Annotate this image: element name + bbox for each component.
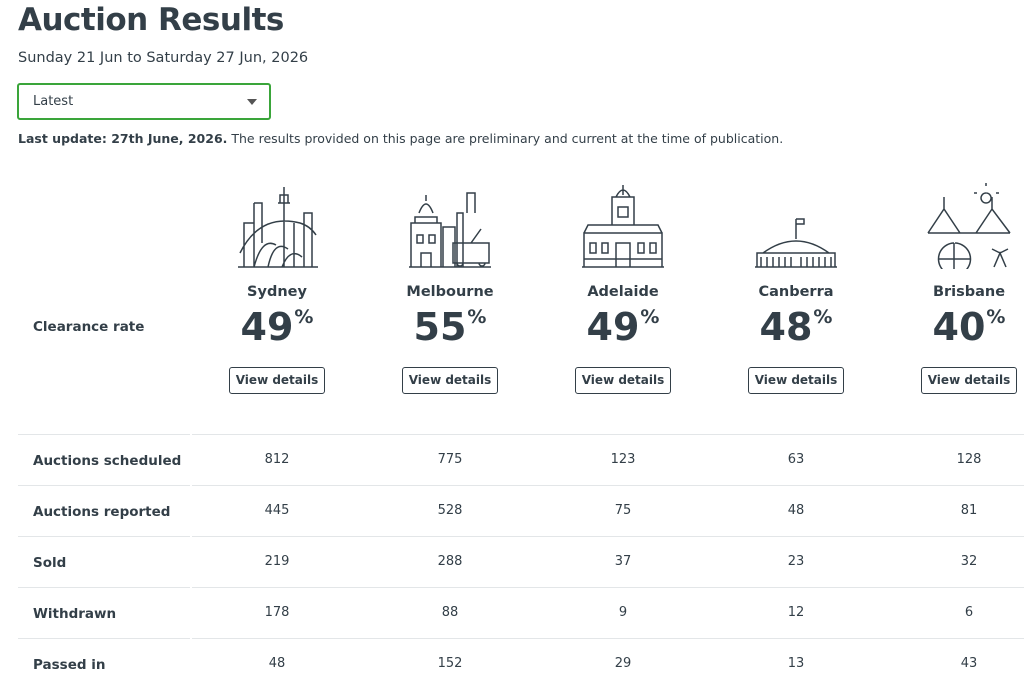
page-title: Auction Results [18,2,284,38]
cell-value: 152 [437,656,463,671]
cell-value: 219 [264,554,290,569]
rate-value: 49 [586,305,640,349]
row-divider [192,536,1024,537]
row-divider [18,638,190,639]
row-label: Withdrawn [33,606,117,622]
cell-value: 37 [614,554,632,569]
cell-value: 32 [960,554,978,569]
row-label: Auctions reported [33,504,171,520]
clearance-rate: 49% [587,305,660,349]
city-icon [755,218,837,268]
update-note: Last update: 27th June, 2026. The result… [18,131,783,146]
cell-value: 128 [956,452,982,467]
row-label: Clearance rate [33,319,145,335]
rate-unit: % [986,306,1006,328]
cell-value: 81 [960,503,978,518]
rate-value: 55 [413,305,467,349]
period-dropdown[interactable]: Latest [17,83,271,120]
row-label: Sold [33,555,67,571]
clearance-rate: 55% [414,305,487,349]
cell-value: 12 [787,605,805,620]
caret [247,99,257,105]
view-details-button[interactable]: View details [575,367,671,394]
row-divider [192,638,1024,639]
cell-value: 43 [960,656,978,671]
clearance-rate: 48% [760,305,833,349]
clearance-rate: 40% [933,305,1006,349]
view-details-button[interactable]: View details [229,367,325,394]
cell-value: 123 [610,452,636,467]
city-name: Canberra [758,284,834,300]
cell-value: 88 [441,605,459,620]
city-icon [238,187,318,268]
rate-value: 48 [759,305,813,349]
rate-value: 49 [240,305,294,349]
view-details-button[interactable]: View details [748,367,844,394]
cell-value: 75 [614,503,632,518]
cell-value: 445 [264,503,290,518]
date-range: Sunday 21 Jun to Saturday 27 Jun, 2026 [18,50,309,66]
cell-value: 23 [787,554,805,569]
cell-value: 48 [268,656,286,671]
row-divider [192,485,1024,486]
cell-value: 812 [264,452,290,467]
row-divider [18,587,190,588]
row-divider [192,587,1024,588]
row-divider [18,485,190,486]
cell-value: 288 [437,554,463,569]
rate-unit: % [294,306,314,328]
rate-value: 40 [932,305,986,349]
view-details-button[interactable]: View details [402,367,498,394]
city-icon [927,183,1011,269]
row-divider [18,536,190,537]
cell-value: 9 [618,605,628,620]
row-divider [192,434,1024,435]
rate-unit: % [640,306,660,328]
cell-value: 13 [787,656,805,671]
cell-value: 775 [437,452,463,467]
view-details-button[interactable]: View details [921,367,1017,394]
update-text: The results provided on this page are pr… [231,131,784,146]
cell-value: 528 [437,503,463,518]
cell-value: 6 [964,605,974,620]
clearance-rate: 49% [241,305,314,349]
rate-unit: % [813,306,833,328]
rate-unit: % [467,306,487,328]
cell-value: 48 [787,503,805,518]
cell-value: 178 [264,605,290,620]
cell-value: 63 [787,452,805,467]
cell-value: 29 [614,656,632,671]
dropdown-value: Latest [33,94,74,109]
update-date: Last update: 27th June, 2026. [18,131,228,146]
city-icon [409,192,491,268]
row-label: Auctions scheduled [33,453,182,469]
row-divider [18,434,190,435]
city-name: Brisbane [932,284,1006,300]
city-name: Sydney [247,284,307,300]
row-label: Passed in [33,657,106,673]
city-name: Melbourne [406,284,494,300]
city-name: Adelaide [587,284,659,300]
city-icon [582,185,664,268]
